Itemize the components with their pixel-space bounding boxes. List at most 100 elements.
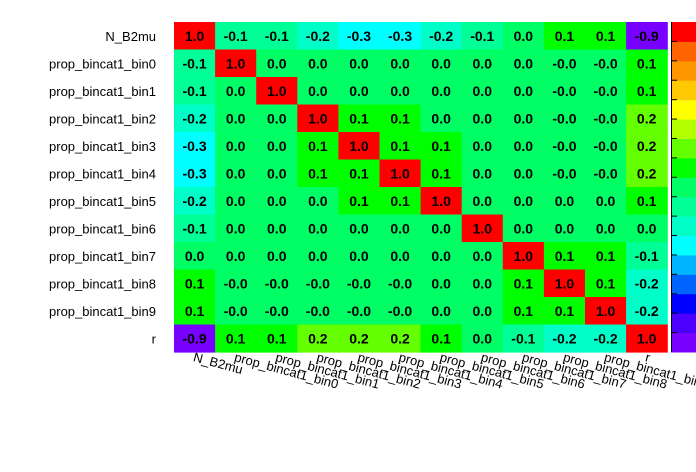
- colorbar-segment: [671, 138, 696, 159]
- heatmap-cell: [174, 22, 216, 51]
- colorbar-segment: [671, 235, 696, 256]
- cell-value-label: 0.0: [431, 83, 451, 99]
- cell-value-label: 0.2: [637, 165, 657, 181]
- heatmap-cell: [543, 214, 586, 243]
- heatmap-cell: [543, 132, 586, 161]
- heatmap-cell: [626, 324, 668, 353]
- heatmap-cell: [461, 214, 504, 243]
- y-tick-label: r: [152, 331, 157, 346]
- cell-value-label: -0.0: [224, 303, 248, 319]
- heatmap-cell: [338, 159, 381, 188]
- y-tick-label: prop_bincat1_bin6: [49, 221, 156, 236]
- heatmap-cell: [174, 269, 216, 298]
- heatmap-cell: [297, 269, 339, 298]
- cell-value-label: 0.0: [473, 83, 493, 99]
- heatmap-cell: [420, 49, 463, 78]
- heatmap-cell: [338, 297, 381, 326]
- cell-value-label: 0.0: [473, 193, 493, 209]
- heatmap-cell: [174, 214, 216, 243]
- cell-value-label: 0.1: [431, 330, 451, 346]
- cell-value-label: 0.1: [185, 303, 205, 319]
- heatmap-cell: [297, 187, 339, 216]
- cell-value-label: 0.0: [431, 303, 451, 319]
- heatmap-cell: [502, 132, 545, 161]
- y-tick-label: prop_bincat1_bin8: [49, 276, 156, 291]
- heatmap-cell: [379, 269, 422, 298]
- heatmap-cell: [256, 214, 298, 243]
- heatmap-cell: [461, 49, 504, 78]
- cell-value-label: -0.0: [347, 303, 371, 319]
- heatmap-cell: [461, 132, 504, 161]
- heatmap-cell: [174, 77, 216, 106]
- heatmap-cell: [379, 22, 422, 51]
- heatmap-cell: [543, 324, 586, 353]
- cell-value-label: 1.0: [596, 303, 616, 319]
- color-scale-bar: [671, 22, 696, 353]
- heatmap-cell: [626, 22, 668, 51]
- heatmap-cell: [626, 297, 668, 326]
- heatmap-cell: [420, 132, 463, 161]
- heatmap-cell: [461, 77, 504, 106]
- heatmap-cell: [297, 159, 339, 188]
- colorbar-segment: [671, 41, 696, 62]
- cell-value-label: 0.1: [226, 330, 246, 346]
- heatmap-cell: [585, 242, 627, 271]
- cell-value-label: 0.0: [267, 55, 287, 71]
- cell-value-label: 0.0: [226, 165, 246, 181]
- cell-value-label: -0.0: [593, 110, 617, 126]
- cell-value-label: -0.2: [552, 330, 576, 346]
- cell-value-label: 0.0: [514, 55, 534, 71]
- heatmap-cell: [215, 77, 257, 106]
- cell-value-label: 0.0: [390, 248, 410, 264]
- heatmap-cell: [502, 269, 545, 298]
- cell-value-label: 0.0: [308, 193, 328, 209]
- cell-value-label: 0.0: [349, 220, 369, 236]
- cell-value-label: 0.1: [185, 275, 205, 291]
- heatmap-cell: [174, 242, 216, 271]
- heatmap-cell: [502, 242, 545, 271]
- heatmap-cell: [502, 214, 545, 243]
- heatmap-cell: [585, 214, 627, 243]
- cell-value-label: -0.0: [265, 275, 289, 291]
- heatmap-cell: [502, 104, 545, 133]
- heatmap-cell: [256, 242, 298, 271]
- heatmap-cell: [543, 242, 586, 271]
- heatmap-cell: [215, 324, 257, 353]
- heatmap-cell: [215, 297, 257, 326]
- cell-value-label: 0.0: [431, 275, 451, 291]
- heatmap-cell: [543, 22, 586, 51]
- cell-value-label: 0.0: [596, 193, 616, 209]
- heatmap-cell: [420, 214, 463, 243]
- y-tick-label: prop_bincat1_bin5: [49, 194, 156, 209]
- cell-value-label: 0.0: [267, 165, 287, 181]
- heatmap-cell: [585, 159, 627, 188]
- heatmap-cell: [297, 104, 339, 133]
- cell-value-label: 0.1: [637, 193, 657, 209]
- heatmap-cell: [338, 77, 381, 106]
- heatmap-cell: [626, 187, 668, 216]
- cell-value-label: -0.0: [388, 275, 412, 291]
- cell-value-label: 0.0: [308, 220, 328, 236]
- cell-value-label: 0.2: [390, 330, 410, 346]
- cell-value-label: 0.0: [514, 28, 534, 44]
- heatmap-cell: [585, 77, 627, 106]
- cell-value-label: 0.1: [596, 28, 616, 44]
- cell-value-label: 0.0: [473, 248, 493, 264]
- cell-value-label: 0.0: [514, 193, 534, 209]
- cell-value-label: -0.0: [265, 303, 289, 319]
- heatmap-cell: [585, 324, 627, 353]
- y-axis-labels: N_B2mu prop_bincat1_bin0 prop_bincat1_bin1…: [49, 29, 157, 347]
- cell-value-label: 1.0: [390, 165, 410, 181]
- heatmap-cell: [215, 214, 257, 243]
- heatmap-cell: [256, 132, 298, 161]
- cell-values: 1.0 -0.1 -0.1 -0.2 -0.3 -0.3 -0.2 -0.1 0.0 0.1 0.1…: [182, 28, 658, 347]
- cell-value-label: 0.0: [390, 55, 410, 71]
- heatmap-cell: [215, 269, 257, 298]
- cell-value-label: -0.9: [182, 330, 206, 346]
- heatmap-cell: [338, 324, 381, 353]
- cell-value-label: 0.0: [267, 110, 287, 126]
- heatmap-cell: [543, 77, 586, 106]
- cell-value-label: 0.1: [431, 138, 451, 154]
- cell-value-label: 0.0: [308, 55, 328, 71]
- cell-value-label: 0.0: [473, 275, 493, 291]
